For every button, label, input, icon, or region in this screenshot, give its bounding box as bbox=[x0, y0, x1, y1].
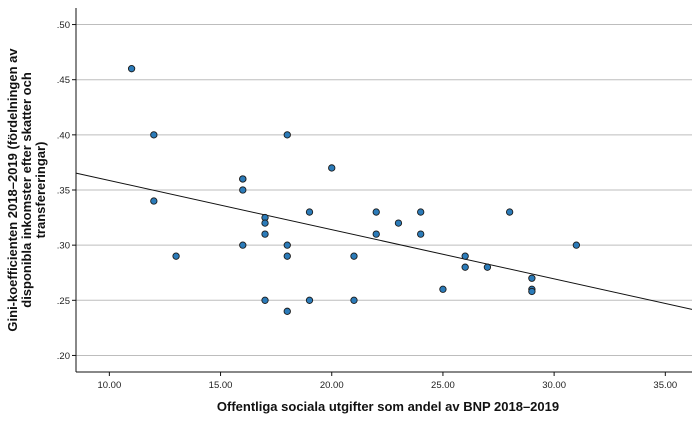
data-point bbox=[239, 241, 247, 249]
data-point bbox=[127, 65, 136, 73]
data-point bbox=[261, 230, 269, 238]
y-tick-label: .50 bbox=[57, 20, 70, 31]
data-point bbox=[239, 186, 247, 194]
y-tick-label: .35 bbox=[57, 186, 70, 197]
y-axis-title: Gini-koefficienten 2018–2019 (fördelning… bbox=[5, 48, 48, 332]
data-point bbox=[328, 164, 336, 172]
x-tick-label: 15.00 bbox=[209, 380, 233, 391]
data-point bbox=[283, 252, 291, 260]
data-point bbox=[305, 208, 314, 216]
data-point bbox=[305, 296, 314, 304]
data-point bbox=[417, 208, 425, 216]
data-point bbox=[417, 230, 425, 238]
data-point bbox=[483, 263, 492, 271]
x-tick-label: 35.00 bbox=[653, 380, 677, 391]
y-tick-label: .45 bbox=[57, 75, 70, 86]
x-tick-label: 30.00 bbox=[542, 380, 566, 391]
data-point bbox=[150, 197, 158, 205]
data-point bbox=[283, 241, 291, 249]
data-point bbox=[372, 230, 380, 238]
y-axis-title-line-2: disponibla inkomster efter skatter och bbox=[19, 72, 34, 308]
data-point bbox=[239, 175, 247, 183]
data-point bbox=[505, 208, 514, 216]
y-axis-title-line-3: transfereringar) bbox=[33, 142, 48, 239]
data-point bbox=[350, 296, 358, 304]
data-point bbox=[261, 296, 269, 304]
regression-fit-line bbox=[75, 172, 692, 310]
y-tick-label: .40 bbox=[57, 130, 70, 141]
data-point bbox=[461, 263, 469, 271]
x-tick-label: 20.00 bbox=[320, 380, 344, 391]
x-tick-label: 10.00 bbox=[97, 380, 121, 391]
data-point bbox=[528, 287, 536, 296]
data-point bbox=[439, 285, 447, 293]
x-axis-ticks: 10.00 15.00 20.00 25.00 30.00 35.00 bbox=[97, 372, 677, 391]
data-point bbox=[350, 252, 358, 260]
data-point bbox=[461, 252, 469, 260]
x-axis-title: Offentliga sociala utgifter som andel av… bbox=[217, 399, 559, 414]
data-point bbox=[283, 307, 291, 315]
gridlines bbox=[76, 24, 692, 356]
data-point bbox=[372, 208, 380, 216]
y-tick-label: .30 bbox=[57, 241, 70, 252]
x-tick-label: 25.00 bbox=[431, 380, 455, 391]
data-point bbox=[283, 131, 291, 139]
data-point bbox=[172, 252, 180, 260]
data-point bbox=[394, 219, 403, 227]
data-point bbox=[261, 219, 269, 227]
data-point bbox=[150, 131, 158, 139]
data-points bbox=[127, 65, 581, 315]
y-axis-ticks: .20 .25 .30 .35 .40 .45 .50 bbox=[57, 20, 76, 362]
y-tick-label: .25 bbox=[57, 296, 70, 307]
y-axis-title-line-1: Gini-koefficienten 2018–2019 (fördelning… bbox=[5, 48, 20, 332]
y-tick-label: .20 bbox=[57, 351, 70, 362]
data-point bbox=[528, 274, 536, 282]
data-point bbox=[572, 241, 581, 249]
